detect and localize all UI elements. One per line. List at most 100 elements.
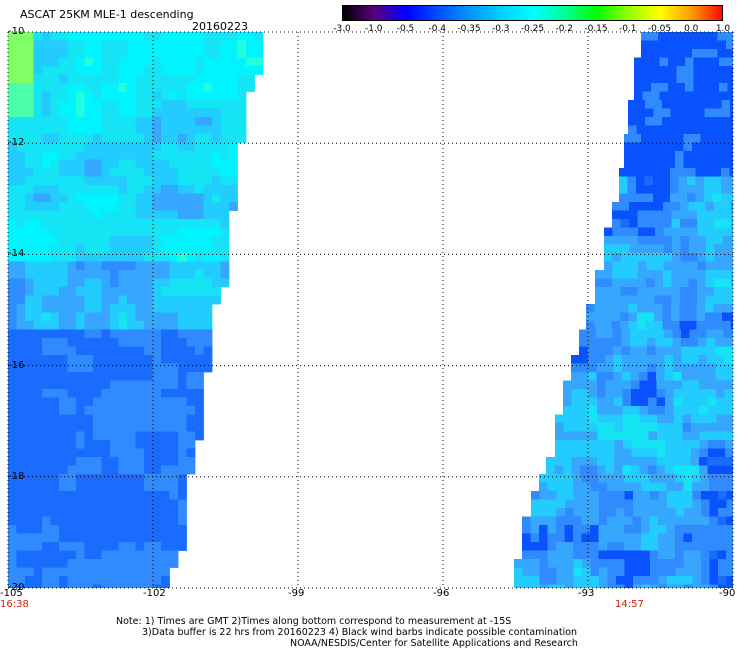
swath-cell	[153, 211, 162, 220]
swath-cell	[59, 330, 68, 339]
swath-cell	[8, 406, 17, 415]
swath-cell	[606, 381, 615, 390]
swath-cell	[658, 534, 667, 543]
swath-cell	[714, 321, 723, 330]
swath-cell	[606, 466, 615, 475]
swath-cell	[170, 500, 179, 509]
swath-cell	[110, 551, 119, 560]
swath-cell	[127, 355, 136, 364]
swath-cell	[676, 576, 685, 585]
swath-cell	[557, 585, 566, 594]
swath-cell	[85, 160, 94, 169]
swath-cell	[187, 185, 196, 194]
swath-cell	[127, 296, 136, 305]
swath-cell	[557, 491, 566, 500]
swath-cell	[170, 364, 179, 373]
swath-cell	[718, 500, 727, 509]
swath-cell	[119, 330, 128, 339]
swath-cell	[701, 483, 710, 492]
swath-cell	[195, 194, 204, 203]
swath-cell	[666, 415, 675, 424]
swath-cell	[51, 525, 60, 534]
swath-cell	[629, 270, 638, 279]
swath-cell	[204, 313, 213, 322]
swath-cell	[714, 279, 723, 288]
swath-cell	[651, 58, 660, 67]
swath-cell	[187, 347, 196, 356]
swath-cell	[110, 143, 119, 152]
swath-cell	[726, 551, 735, 560]
swath-cell	[34, 355, 43, 364]
swath-cell	[680, 219, 689, 228]
swath-cell	[136, 338, 145, 347]
swath-cell	[170, 194, 179, 203]
swath-cell	[580, 364, 589, 373]
swath-cell	[701, 542, 710, 551]
swath-cell	[616, 483, 625, 492]
swath-cell	[637, 321, 646, 330]
swath-cell	[102, 296, 111, 305]
swath-cell	[34, 551, 43, 560]
swath-cell	[34, 534, 43, 543]
swath-cell	[693, 576, 702, 585]
swath-cell	[93, 313, 102, 322]
swath-cell	[684, 500, 693, 509]
swath-cell	[42, 398, 51, 407]
swath-cell	[68, 576, 77, 585]
swath-cell	[685, 83, 694, 92]
swath-cell	[692, 151, 701, 160]
swath-cell	[565, 525, 574, 534]
swath-cell	[722, 100, 731, 109]
swath-cell	[650, 134, 659, 143]
swath-cell	[68, 525, 77, 534]
swath-cell	[17, 287, 26, 296]
swath-cell	[642, 508, 651, 517]
swath-cell	[187, 41, 196, 50]
swath-cell	[668, 58, 677, 67]
swath-cell	[119, 568, 128, 577]
swath-cell	[25, 440, 34, 449]
swath-cell	[697, 313, 706, 322]
swath-cell	[136, 109, 145, 118]
swath-cell	[170, 117, 179, 126]
swath-cell	[246, 32, 255, 41]
swath-cell	[102, 576, 111, 585]
swath-cell	[17, 228, 26, 237]
swath-cell	[612, 279, 621, 288]
swath-cell	[59, 355, 68, 364]
swath-cell	[161, 576, 170, 585]
swath-cell	[673, 364, 682, 373]
swath-cell	[653, 168, 662, 177]
swath-cell	[708, 398, 717, 407]
swath-cell	[204, 228, 213, 237]
swath-cell	[710, 491, 719, 500]
swath-cell	[612, 296, 621, 305]
swath-cell	[102, 92, 111, 101]
swath-cell	[144, 304, 153, 313]
swath-cell	[161, 415, 170, 424]
swath-cell	[706, 219, 715, 228]
swath-cell	[187, 168, 196, 177]
swath-cell	[161, 262, 170, 271]
swath-cell	[25, 228, 34, 237]
swath-cell	[647, 338, 656, 347]
swath-cell	[34, 236, 43, 245]
swath-cell	[701, 143, 710, 152]
swath-cell	[85, 466, 94, 475]
swath-cell	[136, 177, 145, 186]
swath-cell	[619, 177, 628, 186]
swath-cell	[679, 109, 688, 118]
swath-cell	[178, 253, 187, 262]
swath-cell	[604, 262, 613, 271]
swath-cell	[726, 32, 735, 41]
swath-cell	[25, 381, 34, 390]
swath-cell	[76, 415, 85, 424]
swath-cell	[8, 551, 17, 560]
swath-cell	[136, 126, 145, 135]
swath-cell	[161, 372, 170, 381]
swath-cell	[119, 287, 128, 296]
swath-cell	[170, 151, 179, 160]
swath-cell	[633, 491, 642, 500]
note-line-2: 3)Data buffer is 22 hrs from 20160223 4)…	[142, 627, 577, 638]
swath-cell	[187, 49, 196, 58]
